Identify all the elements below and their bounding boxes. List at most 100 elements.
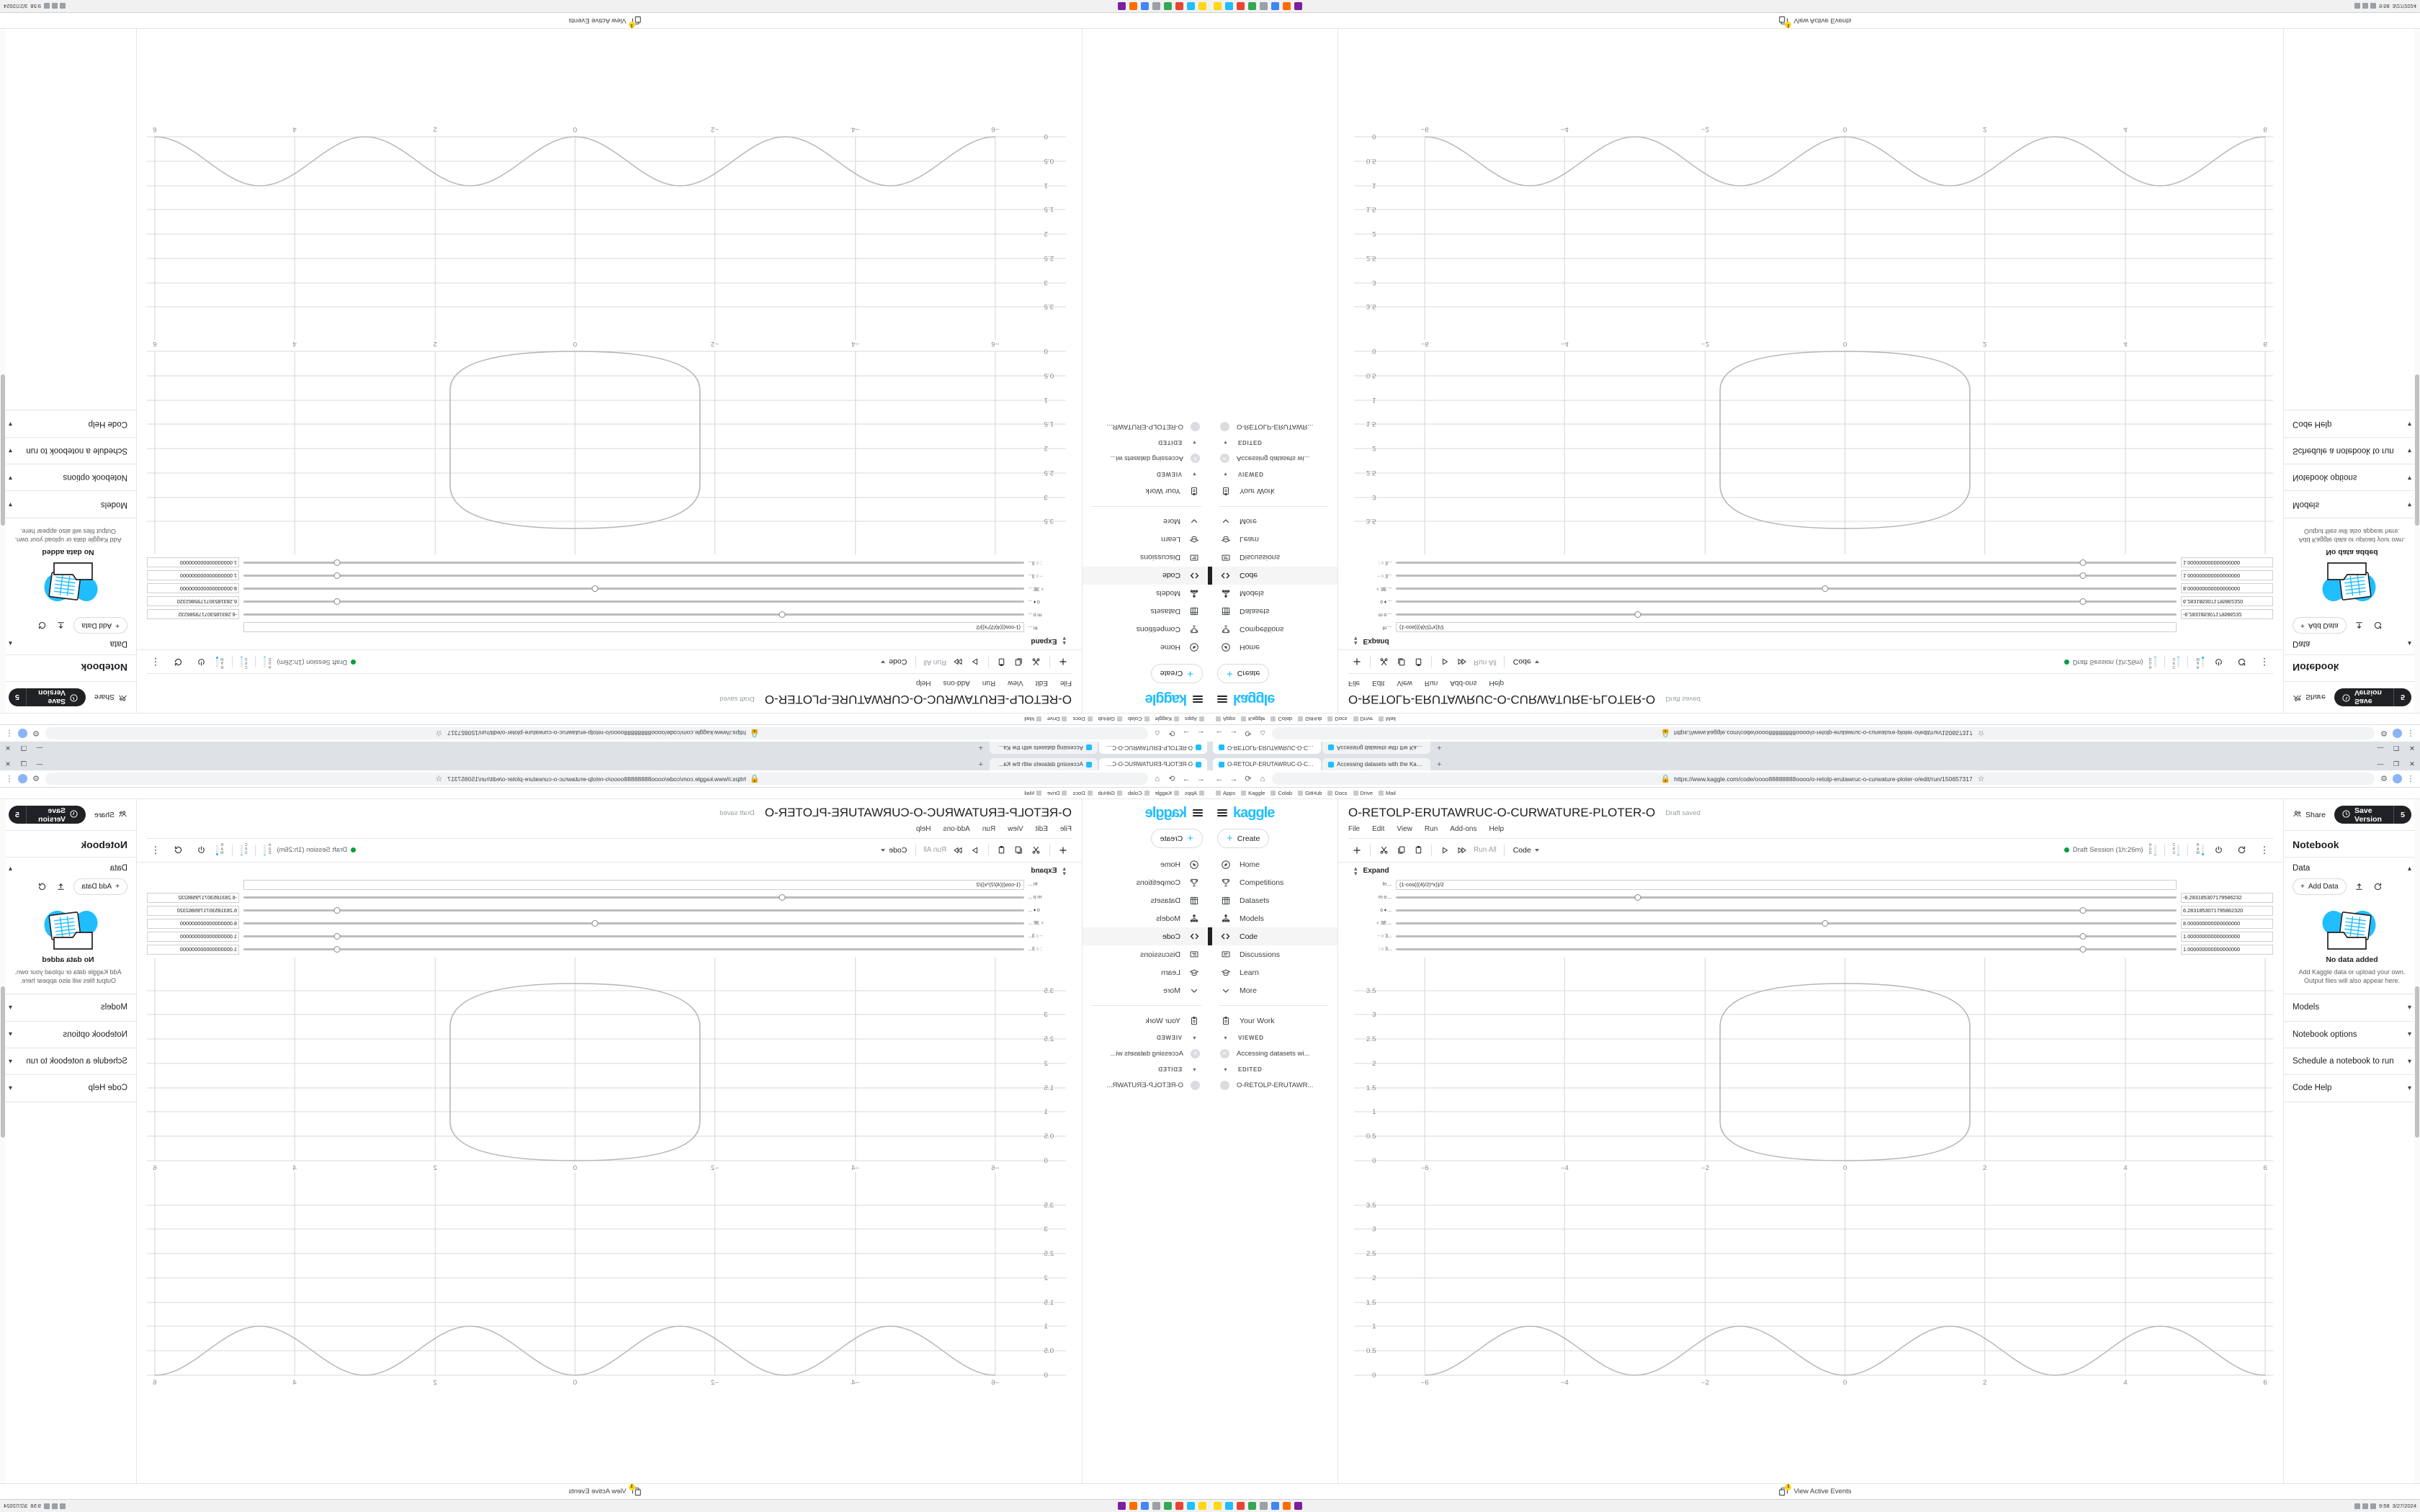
sidebar-item-datasets[interactable]: Datasets <box>1210 891 1337 909</box>
section-models[interactable]: Models ▾ <box>0 994 136 1022</box>
sidebar-recent-item[interactable]: O-RETOLP-ERUTAWR... <box>1083 419 1210 435</box>
bookmark-item[interactable]: Apps <box>1216 716 1235 722</box>
sidebar-item-your-work[interactable]: Your Work <box>1210 1012 1337 1030</box>
taskbar-app-icon[interactable] <box>1198 2 1206 10</box>
slider-scale-a[interactable] <box>1396 570 2177 580</box>
run-all-label[interactable]: Run All <box>1474 846 1497 855</box>
sidebar-item-learn[interactable]: Learn <box>1210 531 1337 549</box>
slider-value[interactable]: 1.000000000000000000 <box>147 931 239 942</box>
run-cell-icon[interactable] <box>1436 654 1453 670</box>
slider-value[interactable]: 6.2831853071795862320 <box>147 905 239 916</box>
copy-icon[interactable] <box>1392 842 1410 858</box>
browser-menu-icon[interactable]: ⋮ <box>5 775 14 783</box>
browser-menu-icon[interactable]: ⋮ <box>5 729 14 737</box>
menu-addons[interactable]: Add-ons <box>943 824 970 833</box>
cell-type-dropdown[interactable]: Code <box>1509 657 1543 666</box>
close-window-button[interactable]: ✕ <box>5 760 11 768</box>
slider-value[interactable]: 1.000000000000000000 <box>2181 570 2273 581</box>
paste-icon[interactable] <box>993 842 1010 858</box>
share-button[interactable]: Share <box>2293 809 2326 821</box>
slider-value[interactable]: -6.283185307179586232 <box>2181 892 2273 903</box>
slider-steps[interactable] <box>243 919 1024 929</box>
menu-run[interactable]: Run <box>982 679 996 688</box>
add-cell-icon[interactable] <box>1348 842 1366 858</box>
cut-icon[interactable] <box>1028 654 1045 670</box>
taskbar-app-icon[interactable] <box>1214 2 1222 10</box>
menu-help[interactable]: Help <box>915 679 931 688</box>
slider-scale-b[interactable] <box>1396 945 2177 955</box>
menu-view[interactable]: View <box>1008 824 1023 833</box>
bookmark-star-icon[interactable]: ☆ <box>435 775 443 783</box>
section-notebook-options[interactable]: Notebook options ▾ <box>2284 1022 2420 1049</box>
new-tab-button[interactable]: + <box>978 760 983 769</box>
active-events-bar[interactable]: 1 View Active Events <box>0 13 1210 29</box>
system-tray[interactable] <box>2354 1503 2377 1509</box>
upload-icon[interactable] <box>2354 881 2365 893</box>
refresh-icon[interactable] <box>36 620 48 631</box>
slider-value[interactable]: 1.000000000000000000 <box>147 944 239 955</box>
sidebar-item-datasets[interactable]: Datasets <box>1083 891 1210 909</box>
run-all-label[interactable]: Run All <box>923 846 946 855</box>
cut-icon[interactable] <box>1375 842 1392 858</box>
add-data-button[interactable]: + Add Data <box>2293 878 2347 895</box>
back-icon[interactable]: ← <box>1215 729 1224 738</box>
menu-edit[interactable]: Edit <box>1035 679 1048 688</box>
slider-xmax[interactable] <box>1396 596 2177 606</box>
forward-icon[interactable]: → <box>1229 729 1238 738</box>
bookmark-item[interactable]: Docs <box>1327 790 1348 796</box>
taskbar-app-icon[interactable] <box>1152 1502 1160 1510</box>
slider-xmin[interactable] <box>1396 893 2177 903</box>
formula-input[interactable]: (1-cos(((4)/2)*x))/2 <box>1396 879 2177 890</box>
add-data-button[interactable]: + Add Data <box>73 617 127 634</box>
cell-type-dropdown[interactable]: Code <box>877 846 911 855</box>
bookmark-item[interactable]: Docs <box>1072 716 1093 722</box>
refresh-icon[interactable] <box>36 881 48 893</box>
back-icon[interactable]: ← <box>1215 774 1224 783</box>
sidebar-item-discussions[interactable]: Discussions <box>1083 945 1210 963</box>
maximize-button[interactable]: ❐ <box>2393 744 2400 752</box>
sidebar-item-models[interactable]: Models <box>1083 909 1210 927</box>
slider-value[interactable]: 1.000000000000000000 <box>147 570 239 581</box>
run-all-icon[interactable] <box>1453 842 1471 858</box>
reload-icon[interactable]: ⟳ <box>1245 775 1252 783</box>
sidebar-item-competitions[interactable]: Competitions <box>1083 621 1210 639</box>
active-events-bar[interactable]: 1 View Active Events <box>0 1483 1210 1499</box>
hamburger-icon[interactable] <box>1217 696 1227 703</box>
add-cell-icon[interactable] <box>1348 654 1366 670</box>
add-cell-icon[interactable] <box>1054 842 1072 858</box>
taskbar-app-icon[interactable] <box>1129 2 1137 10</box>
cut-icon[interactable] <box>1028 842 1045 858</box>
slider-value[interactable]: 1.000000000000000000 <box>2181 931 2273 942</box>
taskbar-app-icon[interactable] <box>1118 1502 1126 1510</box>
bookmark-item[interactable]: Kaggle <box>1241 716 1265 722</box>
paste-icon[interactable] <box>993 654 1010 670</box>
paste-icon[interactable] <box>1410 654 1427 670</box>
close-window-button[interactable]: ✕ <box>2409 744 2415 752</box>
more-vert-icon[interactable]: ⋮ <box>2259 844 2269 855</box>
vertical-scrollbar[interactable] <box>2414 799 2420 1483</box>
bookmark-item[interactable]: Colab <box>1270 790 1292 796</box>
sidebar-item-discussions[interactable]: Discussions <box>1210 549 1337 567</box>
sidebar-item-your-work[interactable]: Your Work <box>1083 482 1210 500</box>
home-icon[interactable]: ⌂ <box>1260 774 1265 783</box>
slider-xmin[interactable] <box>243 609 1024 619</box>
sidebar-item-datasets[interactable]: Datasets <box>1083 603 1210 621</box>
system-tray[interactable] <box>2354 3 2377 9</box>
sidebar-item-home[interactable]: Home <box>1210 639 1337 657</box>
slider-value[interactable]: 8.000000000000000000 <box>147 583 239 594</box>
slider-value[interactable]: 8.000000000000000000 <box>2181 918 2273 929</box>
slider-xmax[interactable] <box>243 906 1024 916</box>
sidebar-item-your-work[interactable]: Your Work <box>1210 482 1337 500</box>
minimize-button[interactable]: — <box>2377 760 2384 768</box>
sidebar-item-home[interactable]: Home <box>1210 855 1337 873</box>
sidebar-item-discussions[interactable]: Discussions <box>1210 945 1337 963</box>
home-icon[interactable]: ⌂ <box>1260 729 1265 738</box>
menu-help[interactable]: Help <box>1489 824 1505 833</box>
taskbar-app-icon[interactable] <box>1248 2 1256 10</box>
sidebar-group-edited[interactable]: ▾ EDITED <box>1083 1061 1210 1077</box>
taskbar-app-icon[interactable] <box>1225 1502 1233 1510</box>
power-icon[interactable] <box>193 842 210 858</box>
create-button[interactable]: + Create <box>1217 664 1270 683</box>
refresh-icon[interactable] <box>2372 881 2384 893</box>
taskbar-app-icon[interactable] <box>1187 2 1195 10</box>
